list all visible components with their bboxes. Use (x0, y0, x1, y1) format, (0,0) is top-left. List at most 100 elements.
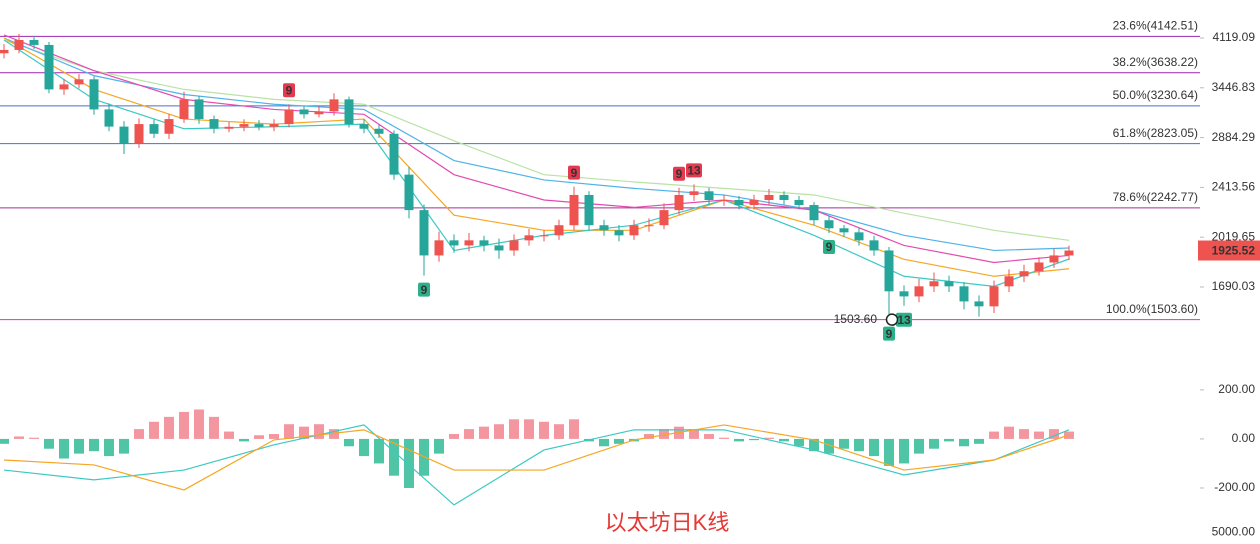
low-marker (885, 313, 899, 326)
macd-bar (524, 419, 534, 439)
td-marker-label: 9 (571, 166, 578, 180)
candle-body (659, 210, 669, 226)
macd-bar (434, 438, 444, 454)
candle-body (794, 200, 804, 206)
macd-bar (719, 437, 729, 439)
candle-body (854, 232, 864, 241)
macd-bar (374, 438, 384, 464)
td-marker-box (686, 163, 702, 178)
candle-body (419, 210, 429, 256)
td-marker-label: 9 (421, 283, 428, 297)
td-marker-label: 13 (687, 164, 701, 178)
candle-body (464, 240, 474, 246)
macd-bar (854, 438, 864, 452)
macd-bar (179, 411, 189, 439)
candle-body (479, 240, 489, 246)
candle-body (449, 240, 459, 246)
macd-bar (389, 438, 399, 476)
fib-label: 38.2%(3638.22) (1113, 55, 1198, 69)
macd-line (3, 424, 1070, 491)
td-marker-label: 9 (676, 167, 683, 181)
candle-body (269, 124, 279, 127)
candle-body (959, 286, 969, 302)
td-marker-label: 13 (897, 313, 911, 327)
macd-bar (509, 419, 519, 439)
candle-body (704, 191, 714, 201)
td-marker-box (823, 240, 835, 255)
candle-body (1004, 276, 1014, 287)
candle-body (29, 39, 39, 45)
macd-bar (884, 438, 894, 466)
macd-bar (779, 438, 789, 442)
macd-bar (149, 421, 159, 439)
candle-body (614, 230, 624, 236)
macd-bar (449, 434, 459, 439)
macd-bar (599, 438, 609, 447)
candle-body (1019, 271, 1029, 277)
macd-bar (314, 424, 324, 439)
macd-bar (74, 438, 84, 454)
y-tick-label: 4119.09 (1213, 30, 1256, 44)
candle-body (824, 220, 834, 229)
candle-body (164, 119, 174, 134)
candle-body (629, 225, 639, 236)
macd-bar (134, 429, 144, 439)
candle-body (209, 119, 219, 129)
macd-bar (269, 434, 279, 439)
macd-tick-label: -200.00 (1214, 480, 1255, 494)
y-tick-label: 1690.03 (1212, 279, 1256, 293)
candle-body (389, 133, 399, 175)
td-marker-box (568, 165, 580, 180)
fib-label: 50.0%(3230.64) (1113, 88, 1198, 102)
macd-bar (704, 434, 714, 439)
candle-body (1049, 255, 1059, 263)
candle-body (239, 124, 249, 127)
candle-body (839, 228, 849, 233)
macd-bar (209, 416, 219, 439)
candle-body (179, 99, 189, 120)
macd-bar (194, 409, 204, 439)
candle-body (569, 194, 579, 226)
price-badge (1198, 240, 1260, 261)
macd-bar (989, 431, 999, 439)
fib-label: 100.0%(1503.60) (1106, 302, 1198, 316)
candle-body (284, 109, 294, 125)
candle-body (644, 225, 654, 227)
candle-body (989, 286, 999, 307)
macd-bar (914, 438, 924, 454)
macd-bar (839, 438, 849, 449)
candle-body (1034, 262, 1044, 272)
macd-bar (404, 438, 414, 488)
candle-body (689, 191, 699, 195)
candle-body (59, 84, 69, 90)
macd-bar (614, 438, 624, 444)
candle-body (524, 235, 534, 241)
macd-bar (929, 438, 939, 449)
macd-line (3, 424, 1070, 506)
candle-body (1064, 250, 1074, 256)
macd-bar (239, 438, 249, 442)
fib-label: 61.8%(2823.05) (1113, 126, 1198, 140)
macd-bar (89, 438, 99, 452)
macd-bar (794, 438, 804, 447)
macd-bar (1019, 429, 1029, 439)
macd-bar (659, 429, 669, 439)
macd-bar (254, 435, 264, 439)
candle-body (674, 194, 684, 211)
candle-body (194, 99, 204, 120)
candle-body (89, 79, 99, 110)
candle-body (884, 250, 894, 292)
td-marker-box (673, 166, 685, 181)
macd-bar (539, 421, 549, 439)
td-marker-label: 9 (826, 240, 833, 254)
candle-body (779, 194, 789, 201)
macd-tick-label: 200.00 (1218, 382, 1255, 396)
candle-body (944, 281, 954, 287)
macd-bar (284, 424, 294, 439)
macd-bar (1034, 431, 1044, 439)
y-tick-label: 2884.29 (1212, 130, 1256, 144)
macd-bar (824, 438, 834, 454)
td-marker-box (283, 83, 295, 98)
